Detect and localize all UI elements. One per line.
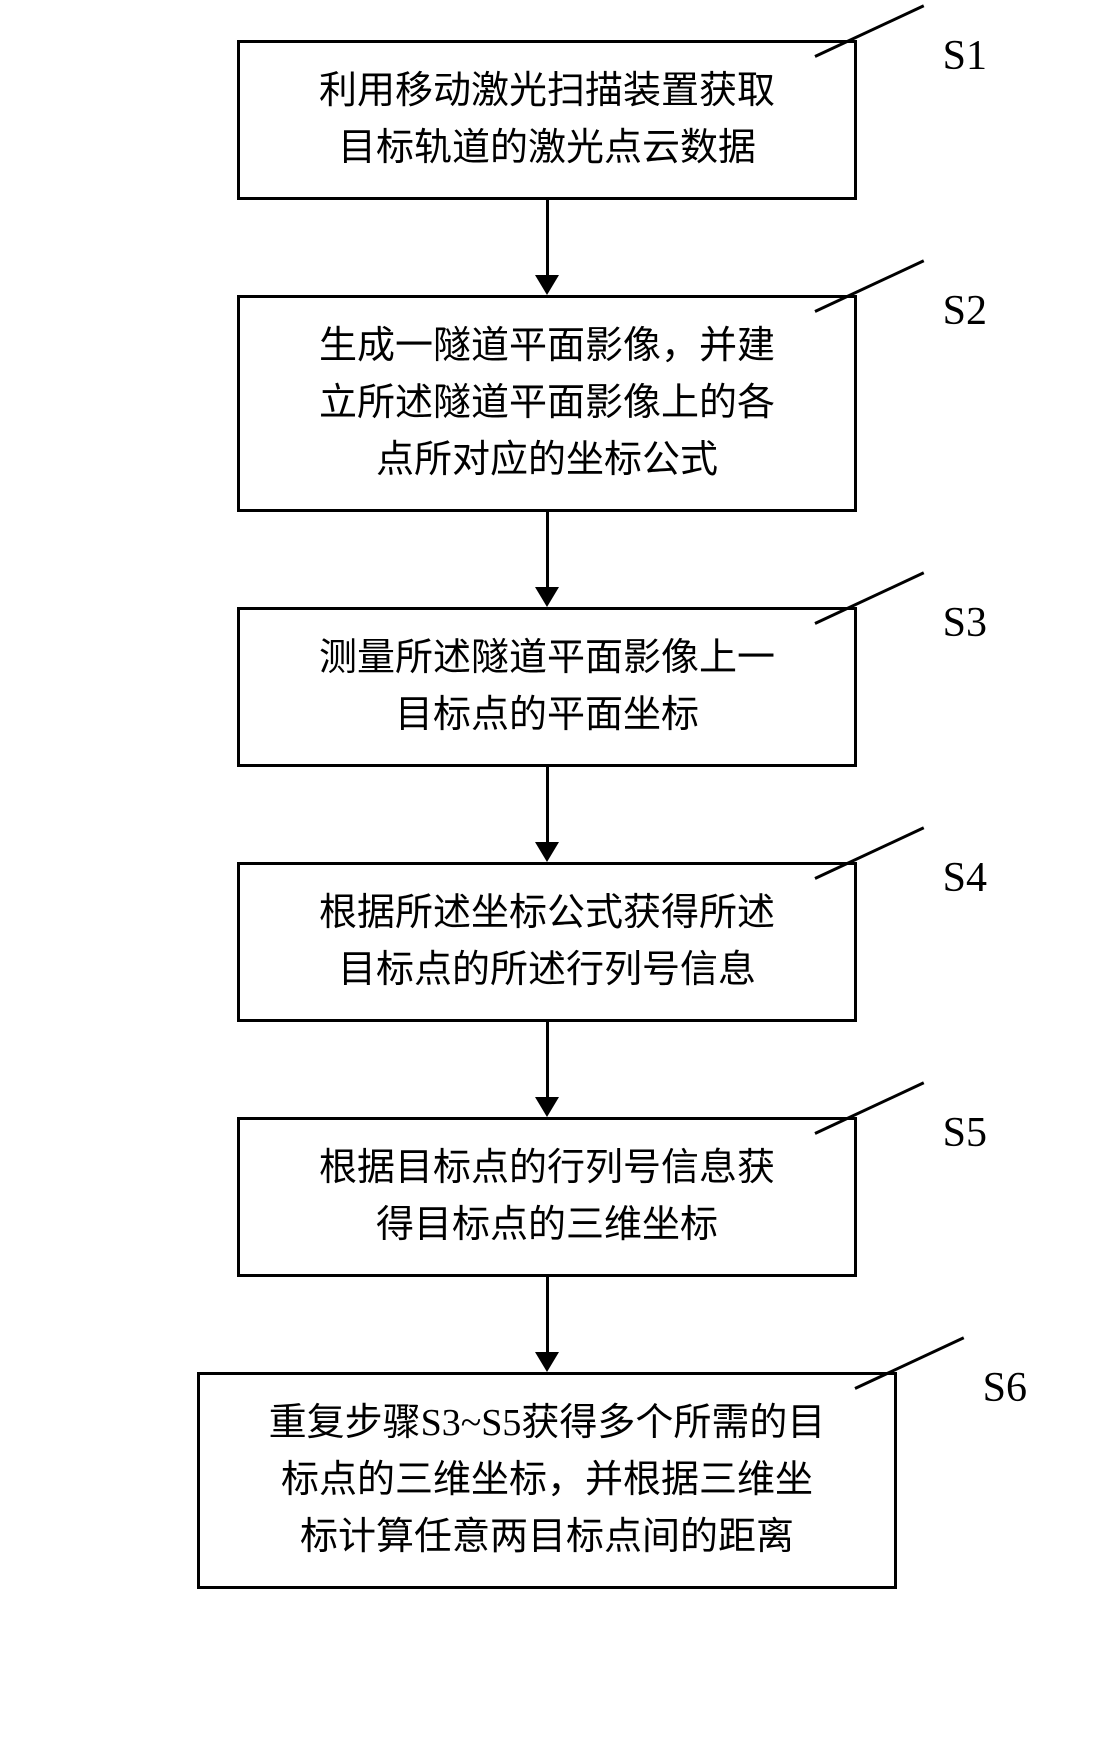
flowchart-node-wrapper: 重复步骤S3~S5获得多个所需的目 标点的三维坐标，并根据三维坐 标计算任意两目… xyxy=(47,1372,1047,1589)
arrow-head-icon xyxy=(535,1097,559,1117)
flowchart-node-s5: 根据目标点的行列号信息获 得目标点的三维坐标 xyxy=(237,1117,857,1277)
arrow-line xyxy=(546,200,549,275)
step-label-s1: S1 xyxy=(943,32,987,80)
step-label-container: S2 xyxy=(815,287,987,335)
node-text: 生成一隧道平面影像，并建 立所述隧道平面影像上的各 点所对应的坐标公式 xyxy=(319,318,775,489)
arrow-down xyxy=(535,1022,559,1117)
flowchart-node-wrapper: 根据目标点的行列号信息获 得目标点的三维坐标S5 xyxy=(47,1117,1047,1277)
connector-line xyxy=(814,4,924,57)
flowchart-node-wrapper: 生成一隧道平面影像，并建 立所述隧道平面影像上的各 点所对应的坐标公式S2 xyxy=(47,295,1047,512)
arrow-line xyxy=(546,512,549,587)
connector-line xyxy=(814,826,924,879)
flowchart-node-s4: 根据所述坐标公式获得所述 目标点的所述行列号信息 xyxy=(237,862,857,1022)
node-text: 测量所述隧道平面影像上一 目标点的平面坐标 xyxy=(319,630,775,744)
connector-line xyxy=(814,259,924,312)
flowchart-container: 利用移动激光扫描装置获取 目标轨道的激光点云数据S1 生成一隧道平面影像，并建 立… xyxy=(47,40,1047,1589)
step-label-container: S3 xyxy=(815,599,987,647)
flowchart-node-wrapper: 测量所述隧道平面影像上一 目标点的平面坐标S3 xyxy=(47,607,1047,767)
node-text: 重复步骤S3~S5获得多个所需的目 标点的三维坐标，并根据三维坐 标计算任意两目… xyxy=(269,1395,826,1566)
arrow-head-icon xyxy=(535,1352,559,1372)
flowchart-node-s3: 测量所述隧道平面影像上一 目标点的平面坐标 xyxy=(237,607,857,767)
arrow-down xyxy=(535,767,559,862)
flowchart-node-s2: 生成一隧道平面影像，并建 立所述隧道平面影像上的各 点所对应的坐标公式 xyxy=(237,295,857,512)
step-label-s2: S2 xyxy=(943,287,987,335)
step-label-container: S1 xyxy=(815,32,987,80)
flowchart-node-s6: 重复步骤S3~S5获得多个所需的目 标点的三维坐标，并根据三维坐 标计算任意两目… xyxy=(197,1372,897,1589)
flowchart-node-s1: 利用移动激光扫描装置获取 目标轨道的激光点云数据 xyxy=(237,40,857,200)
arrow-line xyxy=(546,1277,549,1352)
step-label-s3: S3 xyxy=(943,599,987,647)
flowchart-node-wrapper: 根据所述坐标公式获得所述 目标点的所述行列号信息S4 xyxy=(47,862,1047,1022)
node-text: 根据目标点的行列号信息获 得目标点的三维坐标 xyxy=(319,1140,775,1254)
arrow-head-icon xyxy=(535,275,559,295)
step-label-s6: S6 xyxy=(983,1364,1027,1412)
node-text: 利用移动激光扫描装置获取 目标轨道的激光点云数据 xyxy=(319,63,775,177)
arrow-head-icon xyxy=(535,587,559,607)
flowchart-node-wrapper: 利用移动激光扫描装置获取 目标轨道的激光点云数据S1 xyxy=(47,40,1047,200)
arrow-head-icon xyxy=(535,842,559,862)
arrow-line xyxy=(546,767,549,842)
connector-line xyxy=(814,1081,924,1134)
arrow-line xyxy=(546,1022,549,1097)
step-label-container: S5 xyxy=(815,1109,987,1157)
arrow-down xyxy=(535,512,559,607)
step-label-s4: S4 xyxy=(943,854,987,902)
connector-line xyxy=(814,571,924,624)
step-label-container: S4 xyxy=(815,854,987,902)
arrow-down xyxy=(535,1277,559,1372)
connector-line xyxy=(854,1336,964,1389)
node-text: 根据所述坐标公式获得所述 目标点的所述行列号信息 xyxy=(319,885,775,999)
step-label-container: S6 xyxy=(855,1364,1027,1412)
arrow-down xyxy=(535,200,559,295)
step-label-s5: S5 xyxy=(943,1109,987,1157)
